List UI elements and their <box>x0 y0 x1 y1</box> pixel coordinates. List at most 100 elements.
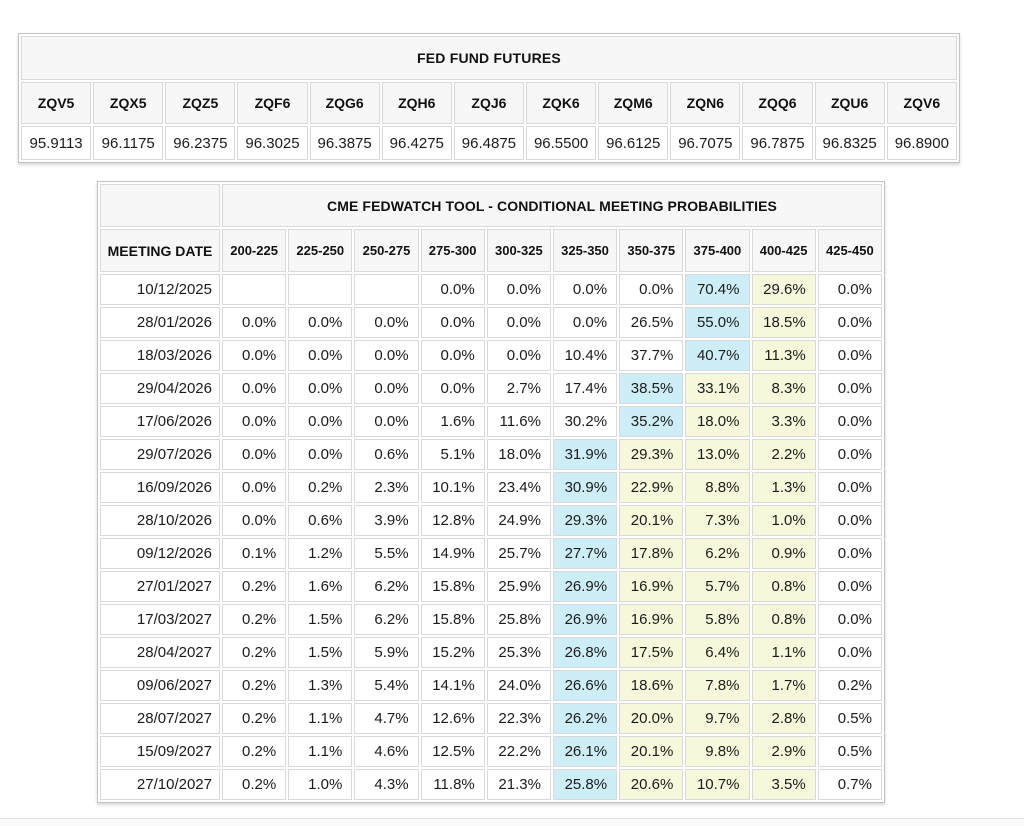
meeting-date-cell: 16/09/2026 <box>100 472 220 503</box>
probability-cell: 0.0% <box>817 505 882 536</box>
probability-cell: 9.8% <box>685 736 750 767</box>
probability-cell: 5.4% <box>354 670 419 701</box>
probability-cell: 70.4% <box>685 274 750 305</box>
corner-cell <box>100 184 220 227</box>
fed-fund-futures-table: FED FUND FUTURES ZQV5 ZQX5 ZQZ5 ZQF6 ZQG6 ZQH… <box>18 33 960 163</box>
futures-contract-header: ZQK6 <box>525 82 597 124</box>
probability-cell: 0.0% <box>354 307 419 338</box>
fedwatch-header-row: MEETING DATE 200-225 225-250 250-275 275-30… <box>100 229 882 272</box>
futures-price-row: 95.9113 96.1175 96.2375 96.3025 96.3875 96.42… <box>21 126 957 160</box>
probability-cell: 0.0% <box>288 373 353 404</box>
meeting-date-cell: 27/10/2027 <box>100 769 220 800</box>
futures-price-cell: 96.1175 <box>93 126 164 160</box>
probability-cell: 0.0% <box>817 373 882 404</box>
probability-cell: 31.9% <box>552 439 618 470</box>
rate-range-header: 350-375 <box>619 229 684 272</box>
probability-cell: 1.0% <box>751 505 816 536</box>
probability-cell: 3.5% <box>751 769 816 800</box>
meeting-date-cell: 10/12/2025 <box>100 274 220 305</box>
fedwatch-title-row: CME FEDWATCH TOOL - CONDITIONAL MEETING … <box>100 184 882 227</box>
futures-table-title: FED FUND FUTURES <box>21 36 957 80</box>
futures-price-cell: 96.7875 <box>742 126 813 160</box>
probability-cell: 27.7% <box>552 538 618 569</box>
probability-cell: 23.4% <box>486 472 551 503</box>
meeting-date-cell: 17/06/2026 <box>100 406 220 437</box>
rate-range-header: 300-325 <box>486 229 551 272</box>
probability-cell <box>222 274 287 305</box>
futures-contract-header: ZQZ5 <box>165 82 236 124</box>
probability-cell: 18.0% <box>486 439 551 470</box>
probability-cell: 1.7% <box>751 670 816 701</box>
probability-cell <box>288 274 353 305</box>
fedwatch-row: 27/01/2027 0.2% 1.6% 6.2% 15.8% 25.9% 26.9% 16.… <box>100 571 882 602</box>
probability-cell: 10.1% <box>420 472 485 503</box>
probability-cell: 25.3% <box>486 637 551 668</box>
meeting-date-cell: 28/10/2026 <box>100 505 220 536</box>
meeting-date-cell: 28/01/2026 <box>100 307 220 338</box>
futures-header-row: ZQV5 ZQX5 ZQZ5 ZQF6 ZQG6 ZQH6 ZQJ6 ZQK6 ZQM6 ZQN6… <box>21 82 957 124</box>
probability-cell: 13.0% <box>685 439 750 470</box>
futures-price-cell: 96.4875 <box>453 126 524 160</box>
futures-contract-header: ZQJ6 <box>453 82 524 124</box>
fedwatch-row: 09/12/2026 0.1% 1.2% 5.5% 14.9% 25.7% 27.7% 17.… <box>100 538 882 569</box>
probability-cell: 1.6% <box>288 571 353 602</box>
futures-contract-header: ZQF6 <box>237 82 308 124</box>
fedwatch-table-head: CME FEDWATCH TOOL - CONDITIONAL MEETING … <box>100 184 882 272</box>
futures-table-body: 95.9113 96.1175 96.2375 96.3025 96.3875 96.42… <box>21 126 957 160</box>
probability-cell: 24.0% <box>486 670 551 701</box>
rate-range-header: 200-225 <box>222 229 287 272</box>
fedwatch-probabilities-table: CME FEDWATCH TOOL - CONDITIONAL MEETING … <box>97 181 885 803</box>
probability-cell: 0.0% <box>222 472 287 503</box>
probability-cell: 0.0% <box>288 439 353 470</box>
probability-cell: 55.0% <box>685 307 750 338</box>
probability-cell: 0.0% <box>222 406 287 437</box>
probability-cell: 8.3% <box>751 373 816 404</box>
probability-cell: 2.7% <box>486 373 551 404</box>
probability-cell: 22.9% <box>619 472 684 503</box>
meeting-date-cell: 27/01/2027 <box>100 571 220 602</box>
probability-cell: 33.1% <box>685 373 750 404</box>
probability-cell: 25.7% <box>486 538 551 569</box>
probability-cell: 0.6% <box>354 439 419 470</box>
probability-cell: 5.1% <box>420 439 485 470</box>
probability-cell: 1.2% <box>288 538 353 569</box>
probability-cell: 0.2% <box>222 571 287 602</box>
fedwatch-row: 10/12/2025 0.0% 0.0% 0.0% 0.0% 70.4% 29.6% 0.0% <box>100 274 882 305</box>
futures-contract-header: ZQV5 <box>21 82 92 124</box>
meeting-date-header: MEETING DATE <box>100 229 220 272</box>
futures-price-cell: 95.9113 <box>21 126 92 160</box>
probability-cell: 20.6% <box>619 769 684 800</box>
probability-cell: 0.2% <box>222 736 287 767</box>
probability-cell: 37.7% <box>619 340 684 371</box>
probability-cell: 11.8% <box>420 769 485 800</box>
probability-cell: 14.9% <box>420 538 485 569</box>
probability-cell: 0.0% <box>552 274 618 305</box>
fedwatch-row: 28/04/2027 0.2% 1.5% 5.9% 15.2% 25.3% 26.8% 17.… <box>100 637 882 668</box>
probability-cell: 0.0% <box>486 307 551 338</box>
probability-cell: 6.2% <box>685 538 750 569</box>
meeting-date-cell: 18/03/2026 <box>100 340 220 371</box>
probability-cell: 24.9% <box>486 505 551 536</box>
probability-cell: 5.9% <box>354 637 419 668</box>
probability-cell: 0.0% <box>552 307 618 338</box>
probability-cell: 0.0% <box>222 373 287 404</box>
probability-cell: 12.6% <box>420 703 485 734</box>
probability-cell: 0.0% <box>817 274 882 305</box>
fedwatch-row: 16/09/2026 0.0% 0.2% 2.3% 10.1% 23.4% 30.9% 22.… <box>100 472 882 503</box>
probability-cell: 1.6% <box>420 406 485 437</box>
probability-cell: 29.6% <box>751 274 816 305</box>
probability-cell: 1.1% <box>751 637 816 668</box>
probability-cell: 0.9% <box>751 538 816 569</box>
probability-cell: 1.3% <box>288 670 353 701</box>
fedwatch-table-body: 10/12/2025 0.0% 0.0% 0.0% 0.0% 70.4% 29.6% 0.0%… <box>100 274 882 800</box>
probability-cell: 0.0% <box>288 340 353 371</box>
probability-cell: 17.5% <box>619 637 684 668</box>
probability-cell: 22.2% <box>486 736 551 767</box>
fedwatch-row: 09/06/2027 0.2% 1.3% 5.4% 14.1% 24.0% 26.6% 18.… <box>100 670 882 701</box>
probability-cell: 26.6% <box>552 670 618 701</box>
probability-cell: 0.0% <box>619 274 684 305</box>
probability-cell: 2.3% <box>354 472 419 503</box>
probability-cell: 0.0% <box>486 340 551 371</box>
futures-contract-header: ZQQ6 <box>742 82 813 124</box>
